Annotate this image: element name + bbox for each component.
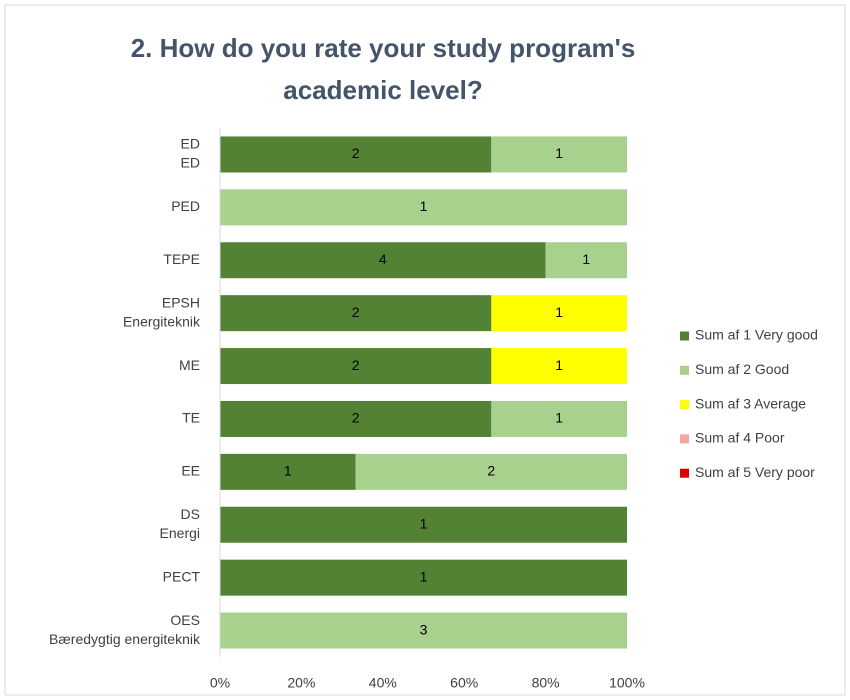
y-tick-label: Energiteknik [123, 313, 201, 329]
legend-swatch [680, 331, 689, 341]
data-label: 1 [582, 251, 590, 267]
data-label: 1 [284, 463, 292, 479]
chart-title: academic level? [283, 75, 482, 105]
y-tick-label: TE [182, 410, 200, 426]
data-label: 1 [555, 410, 563, 426]
y-tick-label: ED [181, 136, 200, 152]
bar-segment [220, 453, 356, 490]
y-tick-label: PED [171, 198, 200, 214]
bar-segment [220, 295, 492, 332]
legend-swatch [680, 365, 689, 375]
y-tick-label: DS [181, 506, 200, 522]
legend-swatch [680, 434, 689, 444]
y-tick-label: Energi [160, 525, 200, 541]
x-tick-label: 60% [450, 675, 478, 691]
x-tick-label: 40% [369, 675, 397, 691]
bar-segment [491, 295, 627, 332]
legend-label: Sum af 4 Poor [695, 430, 785, 446]
bar-segment [220, 506, 627, 543]
legend-label: Sum af 5 Very poor [695, 464, 815, 480]
legend-label: Sum af 2 Good [695, 361, 789, 377]
bar-segment [220, 189, 627, 226]
y-tick-label: TEPE [163, 251, 200, 267]
x-tick-label: 80% [532, 675, 560, 691]
y-tick-label: ED [181, 155, 200, 171]
data-label: 4 [379, 251, 387, 267]
bar-segment [220, 348, 492, 385]
y-tick-label: EE [181, 463, 200, 479]
y-tick-label: ME [179, 357, 200, 373]
bar-segment [220, 136, 492, 173]
x-tick-label: 100% [609, 675, 645, 691]
data-label: 2 [352, 145, 360, 161]
data-label: 2 [352, 304, 360, 320]
bar-segment [220, 559, 627, 596]
data-label: 1 [420, 515, 428, 531]
legend-swatch [680, 400, 689, 410]
bar-segment [220, 612, 627, 649]
x-tick-label: 20% [287, 675, 315, 691]
y-tick-label: EPSH [162, 294, 200, 310]
bar-segment [491, 348, 627, 385]
bar-segment [491, 400, 627, 437]
legend-label: Sum af 1 Very good [695, 327, 818, 343]
legend-swatch [680, 468, 689, 478]
data-label: 1 [555, 304, 563, 320]
y-tick-label: Bæredygtig energiteknik [49, 631, 201, 647]
data-label: 1 [420, 198, 428, 214]
bar-segment [220, 400, 492, 437]
data-label: 2 [352, 357, 360, 373]
chart-title: 2. How do you rate your study program's [131, 33, 636, 63]
bar-segment [491, 136, 627, 173]
data-label: 1 [420, 568, 428, 584]
data-label: 3 [420, 621, 428, 637]
y-tick-label: PECT [163, 568, 201, 584]
data-label: 1 [555, 145, 563, 161]
x-tick-label: 0% [210, 675, 230, 691]
bar-segment [220, 242, 546, 279]
bar-segment [545, 242, 627, 279]
bar-segment [355, 453, 627, 490]
legend-label: Sum af 3 Average [695, 395, 806, 411]
data-label: 2 [487, 463, 495, 479]
y-tick-label: OES [170, 612, 200, 628]
data-label: 2 [352, 410, 360, 426]
data-label: 1 [555, 357, 563, 373]
